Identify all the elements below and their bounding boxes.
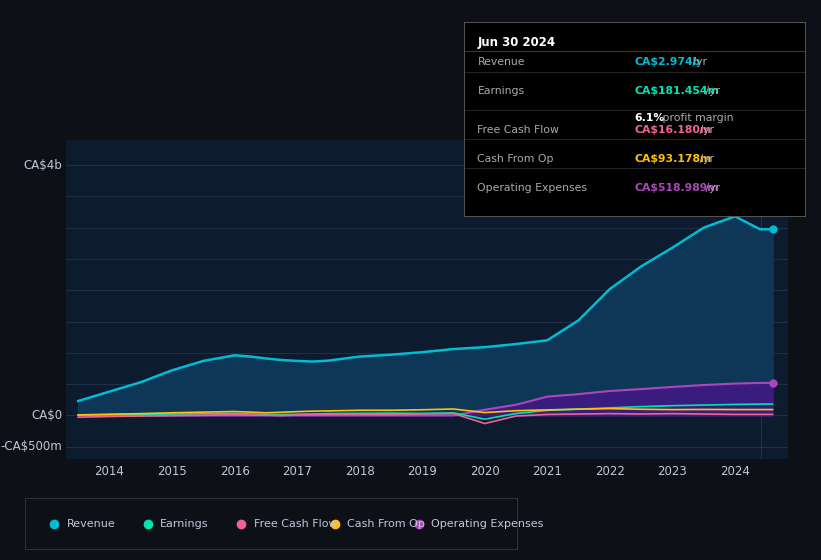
Text: CA$16.180m: CA$16.180m	[635, 125, 711, 135]
Text: Earnings: Earnings	[160, 519, 209, 529]
Text: /yr: /yr	[702, 183, 720, 193]
Text: Jun 30 2024: Jun 30 2024	[478, 36, 556, 49]
Text: Operating Expenses: Operating Expenses	[431, 519, 544, 529]
Text: 6.1%: 6.1%	[635, 113, 664, 123]
Text: CA$4b: CA$4b	[23, 158, 62, 171]
Text: /yr: /yr	[702, 86, 720, 96]
Text: CA$93.178m: CA$93.178m	[635, 154, 712, 164]
Text: /yr: /yr	[695, 154, 713, 164]
Text: Revenue: Revenue	[478, 57, 525, 67]
Text: CA$2.974b: CA$2.974b	[635, 57, 700, 67]
Text: Revenue: Revenue	[67, 519, 115, 529]
Text: CA$518.989m: CA$518.989m	[635, 183, 718, 193]
Text: -CA$500m: -CA$500m	[0, 440, 62, 453]
Text: /yr: /yr	[695, 125, 713, 135]
Text: Cash From Op: Cash From Op	[478, 154, 554, 164]
Text: Cash From Op: Cash From Op	[347, 519, 425, 529]
Text: profit margin: profit margin	[658, 113, 733, 123]
Text: Operating Expenses: Operating Expenses	[478, 183, 588, 193]
Text: /yr: /yr	[690, 57, 708, 67]
Text: Earnings: Earnings	[478, 86, 525, 96]
Text: CA$181.454m: CA$181.454m	[635, 86, 719, 96]
Text: Free Cash Flow: Free Cash Flow	[254, 519, 337, 529]
Text: Free Cash Flow: Free Cash Flow	[478, 125, 559, 135]
Text: CA$0: CA$0	[31, 409, 62, 422]
